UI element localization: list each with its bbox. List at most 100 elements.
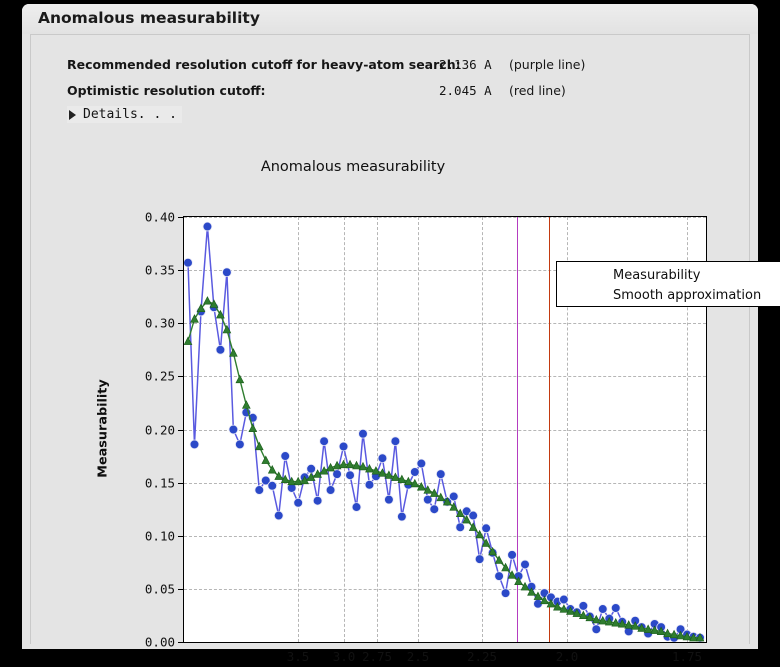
gridline-vertical: [377, 217, 378, 642]
data-point-circle: [267, 481, 278, 491]
info-label-optimistic-cutoff: Optimistic resolution cutoff:: [67, 83, 266, 98]
data-point-triangle: [300, 475, 310, 485]
data-point-triangle: [540, 595, 549, 605]
data-point-circle: [429, 504, 440, 514]
data-point-circle: [345, 470, 355, 480]
data-point-triangle: [598, 615, 608, 625]
data-point-triangle: [449, 502, 459, 511]
data-point-triangle: [293, 476, 303, 486]
gridline-horizontal: [184, 429, 706, 431]
x-axis-tick-label: 2.5: [406, 649, 430, 664]
data-point-triangle: [416, 482, 426, 491]
y-axis-tick-mark: [178, 376, 183, 378]
legend-label-smooth-approximation: Smooth approximation: [613, 287, 762, 303]
series-line: [187, 300, 700, 639]
gridline-horizontal: [184, 217, 706, 218]
data-point-triangle: [345, 459, 355, 469]
plot-series-svg: [184, 221, 705, 642]
x-axis-tick-label: 2.0: [555, 649, 579, 664]
data-point-triangle: [280, 474, 290, 484]
y-axis-tick-label: 0.20: [144, 422, 175, 437]
data-point-circle: [364, 479, 375, 490]
gridline-vertical: [482, 217, 483, 642]
y-axis-tick-mark: [178, 429, 183, 431]
data-point-circle: [559, 594, 569, 605]
gridline-vertical: [418, 217, 419, 642]
y-axis-tick-mark: [178, 217, 183, 218]
data-point-triangle: [559, 604, 569, 613]
data-point-triangle: [553, 602, 562, 611]
data-point-triangle: [630, 621, 640, 630]
gridline-horizontal: [184, 270, 706, 272]
data-point-triangle: [410, 478, 420, 488]
data-point-triangle: [339, 459, 348, 469]
data-point-triangle: [248, 423, 258, 433]
data-point-circle: [184, 257, 193, 268]
data-point-triangle: [216, 309, 225, 319]
chart-title: Anomalous measurability: [260, 159, 446, 175]
data-point-triangle: [384, 470, 394, 479]
data-point-circle: [312, 495, 323, 506]
data-point-circle: [448, 491, 459, 502]
data-point-triangle: [481, 538, 491, 547]
legend-item-smooth-approximation: Smooth approximation: [557, 285, 780, 305]
data-point-triangle: [229, 348, 238, 357]
page-title: Anomalous measurability: [38, 9, 260, 27]
data-point-circle: [610, 603, 621, 613]
data-point-triangle: [468, 522, 478, 531]
data-point-triangle: [403, 476, 413, 486]
details-disclosure-toggle[interactable]: Details. . .: [67, 106, 182, 123]
data-point-circle: [222, 267, 232, 278]
info-value-optimistic-cutoff: 2.045 A: [439, 83, 492, 98]
data-point-circle: [273, 510, 284, 521]
data-point-triangle: [196, 303, 206, 312]
data-point-circle: [520, 559, 530, 570]
data-point-triangle: [313, 469, 322, 478]
cutoff-line: [549, 217, 550, 642]
data-point-triangle: [578, 610, 588, 620]
data-point-circle: [468, 510, 478, 521]
data-point-circle: [228, 424, 239, 435]
data-point-circle: [507, 550, 517, 560]
data-point-triangle: [507, 570, 517, 579]
gridline-vertical: [344, 217, 345, 642]
plot-area: [183, 216, 707, 643]
data-point-triangle: [617, 619, 627, 628]
data-point-triangle: [676, 630, 685, 640]
y-axis-tick-label: 0.05: [144, 581, 175, 597]
data-point-triangle: [663, 628, 672, 638]
data-point-triangle: [566, 606, 575, 615]
triangle-right-icon: [69, 109, 76, 120]
data-point-circle: [332, 469, 342, 479]
gridline-horizontal: [184, 588, 706, 590]
data-point-circle: [293, 498, 303, 508]
data-point-circle: [325, 485, 336, 495]
gridline-horizontal: [184, 535, 706, 537]
y-axis-tick-label: 0.10: [144, 528, 175, 544]
data-point-circle: [351, 502, 362, 512]
data-point-triangle: [695, 632, 705, 642]
y-axis-label: Measurability: [95, 378, 111, 478]
data-point-circle: [280, 451, 291, 461]
y-axis-tick-mark: [178, 323, 183, 325]
data-point-triangle: [650, 625, 659, 634]
y-axis-tick-label: 0.15: [144, 475, 175, 491]
data-point-circle: [423, 494, 433, 505]
data-point-triangle: [442, 496, 452, 506]
info-value-recommended-cutoff: 2.136 A: [439, 57, 492, 72]
data-point-triangle: [669, 629, 679, 639]
x-axis-tick-label: 3.5: [286, 649, 310, 664]
data-point-triangle: [527, 587, 536, 596]
data-point-triangle: [274, 471, 284, 480]
data-point-triangle: [637, 623, 647, 632]
data-point-triangle: [455, 508, 465, 518]
y-axis-tick-mark: [178, 642, 183, 643]
data-point-triangle: [261, 455, 271, 464]
x-axis-tick-label: 2.25: [466, 649, 498, 664]
data-point-triangle: [689, 632, 698, 642]
x-axis-tick-label: 3.0: [332, 649, 356, 664]
legend-item-measurability: Measurability: [557, 265, 780, 285]
data-point-triangle: [494, 555, 504, 564]
data-point-triangle: [611, 618, 621, 627]
